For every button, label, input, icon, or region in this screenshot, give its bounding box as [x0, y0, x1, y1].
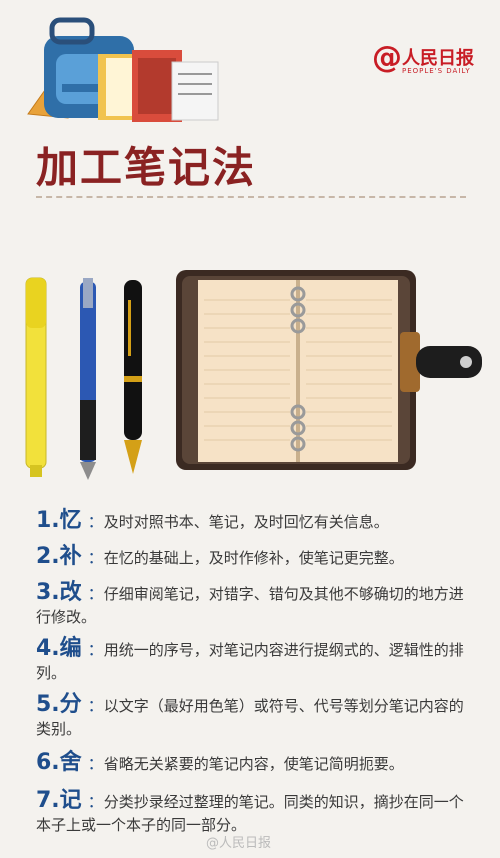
page-title: 加工笔记法 [36, 143, 257, 192]
item-number: 3.改 [36, 580, 82, 605]
list-item: 4.编 ：用统一的序号，对笔记内容进行提纲式的、逻辑性的排列。 [36, 636, 464, 682]
list-item: 6.舍 ：省略无关紧要的笔记内容，使笔记简明扼要。 [36, 750, 404, 775]
item-text: 省略无关紧要的笔记内容，使笔记简明扼要。 [103, 755, 404, 773]
item-number: 6.舍 [36, 750, 82, 775]
item-number: 4.编 [36, 636, 82, 661]
list-item: 5.分 ：以文字（最好用色笔）或符号、代号等划分笔记内容的类别。 [36, 692, 464, 738]
watermark: @人民日报 [206, 836, 272, 851]
item-text: 用统一的序号，对笔记内容进行提纲式的、逻辑性的排列。 [36, 641, 464, 682]
item-number: 5.分 [36, 692, 82, 717]
pens-illustration [25, 277, 142, 480]
notebook-illustration [176, 270, 482, 470]
brand-at-icon: @ [372, 40, 402, 75]
brand-english: PEOPLE'S DAILY [402, 67, 471, 75]
item-text: 仔细审阅笔记，对错字、错句及其他不够确切的地方进行修改。 [36, 585, 464, 626]
item-number: 7.记 [36, 788, 82, 813]
item-text: 以文字（最好用色笔）或符号、代号等划分笔记内容的类别。 [36, 697, 464, 738]
item-text: 在忆的基础上，及时作修补，使笔记更完整。 [103, 549, 404, 567]
list-item: 7.记 ：分类抄录经过整理的笔记。同类的知识，摘抄在同一个本子上或一个本子的同一部… [36, 788, 464, 834]
item-number: 1.忆 [36, 508, 82, 533]
list-item: 2.补 ：在忆的基础上，及时作修补，使笔记更完整。 [36, 544, 404, 569]
item-text: 分类抄录经过整理的笔记。同类的知识，摘抄在同一个本子上或一个本子的同一部分。 [36, 793, 464, 834]
school-supplies-illustration [27, 17, 219, 122]
list-item: 1.忆 ：及时对照书本、笔记，及时回忆有关信息。 [36, 508, 389, 533]
list-item: 3.改 ：仔细审阅笔记，对错字、错句及其他不够确切的地方进行修改。 [36, 580, 464, 626]
brand-logo: @ 人民日报 PEOPLE'S DAILY [372, 40, 482, 80]
item-number: 2.补 [36, 544, 82, 569]
title-divider [36, 196, 466, 198]
item-text: 及时对照书本、笔记，及时回忆有关信息。 [103, 513, 389, 531]
brand-name: 人民日报 [402, 48, 474, 69]
